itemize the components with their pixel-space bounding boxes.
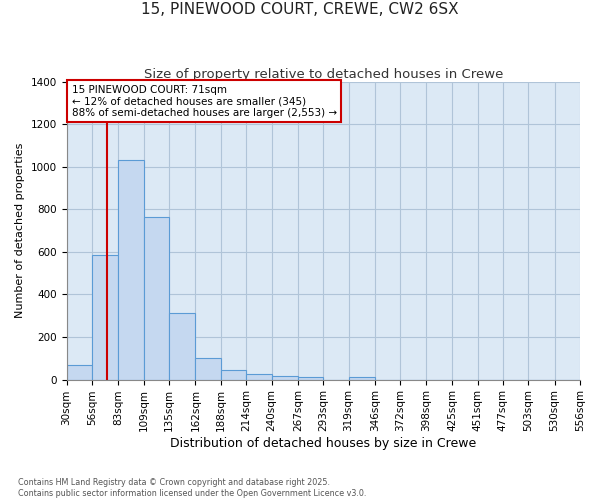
Bar <box>196 358 221 380</box>
Y-axis label: Number of detached properties: Number of detached properties <box>15 143 25 318</box>
Bar <box>221 370 246 380</box>
Bar <box>272 376 298 380</box>
Bar <box>67 364 92 380</box>
Text: Contains HM Land Registry data © Crown copyright and database right 2025.
Contai: Contains HM Land Registry data © Crown c… <box>18 478 367 498</box>
Bar <box>143 217 169 380</box>
Bar <box>92 255 118 380</box>
Bar <box>298 378 323 380</box>
X-axis label: Distribution of detached houses by size in Crewe: Distribution of detached houses by size … <box>170 437 476 450</box>
Bar <box>169 312 196 380</box>
Bar <box>246 374 272 380</box>
Bar <box>118 160 143 380</box>
Text: 15 PINEWOOD COURT: 71sqm
← 12% of detached houses are smaller (345)
88% of semi-: 15 PINEWOOD COURT: 71sqm ← 12% of detach… <box>71 84 337 118</box>
Text: 15, PINEWOOD COURT, CREWE, CW2 6SX: 15, PINEWOOD COURT, CREWE, CW2 6SX <box>141 2 459 18</box>
Title: Size of property relative to detached houses in Crewe: Size of property relative to detached ho… <box>143 68 503 80</box>
Bar <box>349 378 375 380</box>
